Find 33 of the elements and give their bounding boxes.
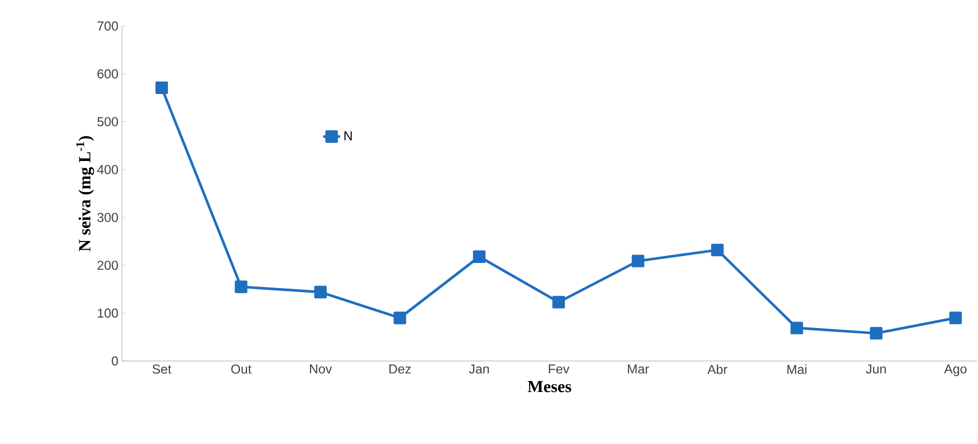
- point: [314, 286, 327, 298]
- point: [155, 81, 168, 94]
- x-tick-label: Dez: [389, 364, 411, 374]
- y-tick-label: 500: [97, 117, 118, 126]
- point: [870, 326, 882, 340]
- point: [711, 244, 724, 256]
- point: [632, 254, 644, 268]
- x-tick-label: Set: [152, 364, 172, 374]
- y-axis-title: N seiva (mg L$^{-1}$): [76, 136, 94, 252]
- point: [949, 312, 962, 324]
- y-tick-label: 300: [97, 212, 118, 222]
- x-tick-label: Fev: [548, 364, 570, 374]
- legend-label: N: [344, 131, 352, 140]
- y-tick-label: 0: [112, 356, 118, 366]
- y-tick-label: 100: [98, 308, 118, 318]
- x-tick-label: Jan: [469, 364, 489, 374]
- y-tick-label: 200: [98, 260, 118, 270]
- x-tick-label: Jun: [866, 364, 886, 374]
- y-tick-label: 700: [98, 21, 118, 31]
- x-tick-label: Mai: [787, 364, 806, 374]
- x-tick-label: Abr: [707, 364, 728, 374]
- x-tick-label: Nov: [310, 364, 332, 374]
- x-axis-title: Meses: [528, 380, 572, 392]
- x-tick-label: Ago: [944, 364, 967, 376]
- point: [234, 280, 248, 294]
- y-tick-label: 600: [98, 69, 118, 78]
- point: [472, 250, 486, 263]
- point: [552, 296, 565, 308]
- x-tick-label: Mar: [628, 364, 649, 374]
- x-tick-label: Out: [231, 364, 252, 374]
- point: [790, 322, 804, 334]
- y-tick-label: 400: [97, 164, 118, 174]
- point: [394, 312, 406, 324]
